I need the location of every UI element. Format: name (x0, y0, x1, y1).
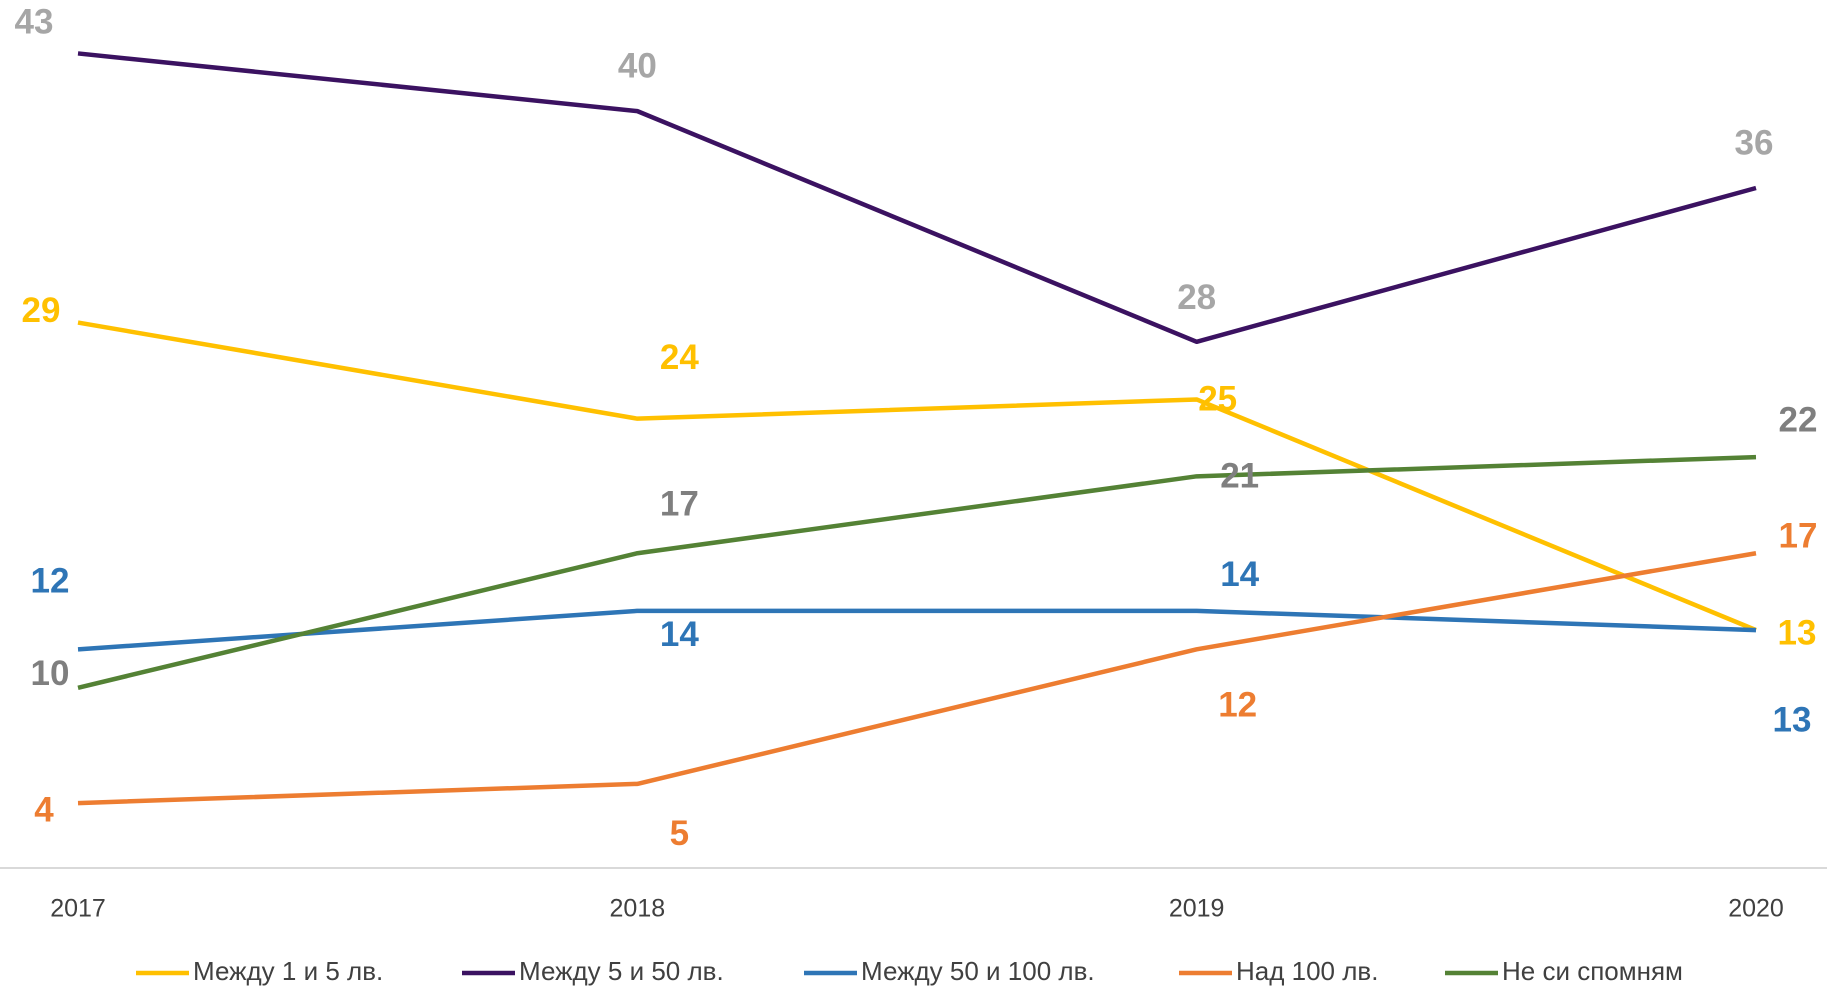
legend-label: Между 1 и 5 лв. (193, 956, 383, 986)
series-line (77, 551, 1757, 806)
data-label: 10 (31, 654, 70, 693)
legend-label: Между 5 и 50 лв. (519, 956, 724, 986)
data-label: 21 (1220, 457, 1259, 496)
data-label: 43 (15, 3, 54, 42)
series-line (77, 454, 1757, 690)
data-label: 17 (660, 484, 699, 523)
x-tick-label: 2017 (50, 895, 106, 923)
data-label: 14 (1220, 555, 1259, 594)
x-tick-label: 2020 (1728, 895, 1784, 923)
data-label: 24 (660, 338, 699, 377)
legend-label: Над 100 лв. (1236, 956, 1378, 986)
legend-label: Не си спомням (1502, 956, 1683, 986)
x-tick-label: 2018 (610, 895, 666, 923)
data-label: 36 (1735, 123, 1774, 162)
series-line (77, 320, 1757, 633)
data-label: 28 (1177, 278, 1216, 317)
data-label: 40 (618, 46, 657, 85)
data-label: 4 (34, 790, 54, 829)
data-label: 25 (1198, 380, 1237, 419)
data-label: 13 (1778, 613, 1817, 652)
series-line (77, 608, 1757, 652)
data-label: 22 (1779, 400, 1818, 439)
data-label: 14 (660, 615, 699, 654)
data-label: 12 (31, 562, 70, 601)
legend-label: Между 50 и 100 лв. (861, 956, 1095, 986)
data-label: 13 (1773, 700, 1812, 739)
x-tick-label: 2019 (1169, 895, 1225, 923)
series-line (77, 51, 1757, 345)
data-label: 12 (1218, 686, 1257, 725)
data-label: 17 (1779, 516, 1818, 555)
data-label: 29 (22, 291, 61, 330)
data-label: 5 (670, 814, 689, 853)
